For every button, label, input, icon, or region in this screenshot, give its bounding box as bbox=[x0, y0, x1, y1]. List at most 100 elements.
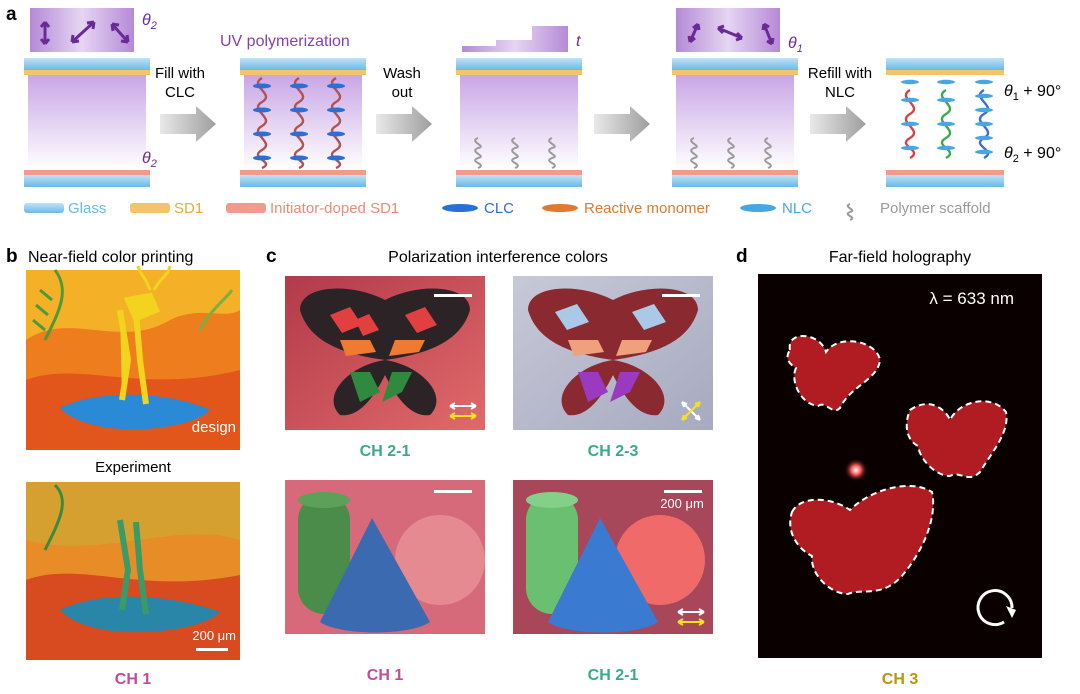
panel-b-title: Near-field color printing bbox=[28, 249, 193, 266]
c-image-butterfly-2 bbox=[513, 276, 713, 430]
initiator-sd1-layer bbox=[672, 170, 798, 175]
polarizer-arrow-icon bbox=[677, 608, 705, 616]
legend-swatch-nlc bbox=[740, 204, 776, 212]
initiator-sd1-layer bbox=[456, 170, 582, 175]
experiment-label: Experiment bbox=[95, 459, 172, 476]
theta2-bottom-label: θ2 bbox=[142, 150, 157, 170]
experiment-image: 200 μm bbox=[26, 482, 240, 660]
glass-bottom bbox=[24, 175, 150, 187]
polarization-arrow-icon bbox=[716, 24, 744, 42]
c3-cylinder bbox=[298, 494, 350, 614]
step-refill-line1: Refill with bbox=[808, 65, 872, 82]
glass-top bbox=[886, 58, 1004, 70]
design-antlers bbox=[136, 265, 172, 291]
circular-polarization-icon bbox=[976, 589, 1014, 627]
process-arrow-4 bbox=[810, 106, 866, 142]
exp-plant bbox=[43, 483, 64, 551]
panel-c-letter: c bbox=[266, 246, 277, 267]
analyzer-arrow-icon bbox=[681, 401, 701, 421]
initiator-sd1-layer bbox=[24, 170, 150, 175]
lambda-label: λ = 633 nm bbox=[929, 289, 1014, 308]
uv-polymerization-label: UV polymerization bbox=[220, 33, 350, 50]
panel-b-channel: CH 1 bbox=[115, 671, 152, 688]
hologram-butterfly-1 bbox=[786, 335, 882, 412]
zero-order-spot bbox=[844, 458, 868, 482]
polarization-arrow-icon bbox=[70, 20, 96, 44]
panel-d-title: Far-field holography bbox=[829, 249, 971, 266]
c4-cone bbox=[548, 518, 658, 633]
process-arrow-1 bbox=[160, 106, 216, 142]
glass-top bbox=[24, 58, 150, 70]
design-plant bbox=[32, 269, 64, 341]
t-label: t bbox=[576, 33, 581, 50]
hologram-butterfly-2 bbox=[905, 400, 1008, 478]
sd1-layer bbox=[240, 70, 366, 75]
sd1-layer bbox=[456, 70, 582, 75]
panel-a-letter: a bbox=[6, 4, 17, 25]
legend-polymer-scaffold: Polymer scaffold bbox=[880, 200, 991, 217]
step-wash-line2: out bbox=[392, 84, 414, 101]
scalebar-c4 bbox=[664, 490, 702, 493]
polarization-arrow-icon bbox=[39, 21, 51, 45]
theta1-plus-90-label: θ1 + 90° bbox=[1004, 83, 1061, 103]
c4-cylinder-top bbox=[526, 492, 578, 508]
cell-3: t bbox=[456, 26, 582, 187]
legend-swatch-initiator bbox=[226, 203, 266, 213]
c-image-shapes-2: 200 μm bbox=[513, 480, 713, 634]
scalebar-b-label: 200 μm bbox=[192, 628, 236, 643]
lc-layer bbox=[28, 75, 146, 170]
legend-swatch-sd1 bbox=[130, 203, 170, 213]
initiator-sd1-layer bbox=[240, 170, 366, 175]
exp-deer bbox=[117, 519, 149, 615]
thickness-step-mask bbox=[462, 26, 568, 52]
c4-channel: CH 2-1 bbox=[588, 667, 639, 684]
butterfly-1-green bbox=[350, 372, 412, 402]
legend-sd1: SD1 bbox=[174, 200, 203, 217]
analyzer-arrow-icon bbox=[677, 618, 705, 626]
legend-swatch-glass bbox=[24, 203, 64, 213]
scalebar-c1 bbox=[434, 294, 472, 297]
glass-top bbox=[240, 58, 366, 70]
sd1-layer bbox=[886, 70, 1004, 75]
step-wash-line1: Wash bbox=[383, 65, 421, 82]
c3-sphere bbox=[395, 515, 485, 605]
glass-bottom bbox=[456, 175, 582, 187]
theta2-plus-90-label: θ2 + 90° bbox=[1004, 145, 1061, 165]
clc-molecules bbox=[253, 83, 345, 161]
nlc-molecules bbox=[901, 79, 993, 155]
lc-layer bbox=[676, 75, 794, 170]
c4-sphere bbox=[615, 515, 705, 605]
cell-4 bbox=[672, 8, 798, 187]
c-image-butterfly-1 bbox=[285, 276, 485, 430]
legend-swatch-clc bbox=[442, 204, 478, 212]
scalebar-c3 bbox=[434, 490, 472, 493]
cell-1 bbox=[24, 8, 150, 187]
glass-bottom bbox=[672, 175, 798, 187]
polarization-arrow-icon bbox=[761, 22, 775, 46]
panel-c-title: Polarization interference colors bbox=[388, 249, 608, 266]
c2-channel: CH 2-3 bbox=[588, 443, 639, 460]
butterfly-2-peach bbox=[568, 340, 652, 356]
panel-d-letter: d bbox=[736, 246, 748, 267]
legend-glass: Glass bbox=[68, 200, 106, 217]
step-fill-line1: Fill with bbox=[155, 65, 205, 82]
butterfly-2-blue bbox=[555, 304, 666, 330]
theta2-top-label: θ2 bbox=[142, 12, 157, 32]
cell-5 bbox=[886, 58, 1004, 187]
glass-bottom bbox=[240, 175, 366, 187]
process-arrow-3 bbox=[594, 106, 650, 142]
circular-arrowhead-icon bbox=[1006, 606, 1016, 618]
lc-layer bbox=[460, 75, 578, 170]
legend-reactive-monomer: Reactive monomer bbox=[584, 200, 710, 217]
process-arrow-2 bbox=[376, 106, 432, 142]
design-image: design bbox=[26, 265, 240, 450]
polarization-arrow-icon bbox=[687, 22, 701, 44]
legend: Glass SD1 Initiator-doped SD1 CLC Reacti… bbox=[24, 200, 991, 221]
polymer-scaffold bbox=[690, 137, 772, 169]
theta1-top-label: θ1 bbox=[788, 35, 803, 55]
hologram-bg bbox=[758, 274, 1042, 658]
polymer-scaffold bbox=[474, 137, 556, 169]
c-image-shapes-1 bbox=[285, 480, 485, 634]
legend-nlc: NLC bbox=[782, 200, 812, 217]
